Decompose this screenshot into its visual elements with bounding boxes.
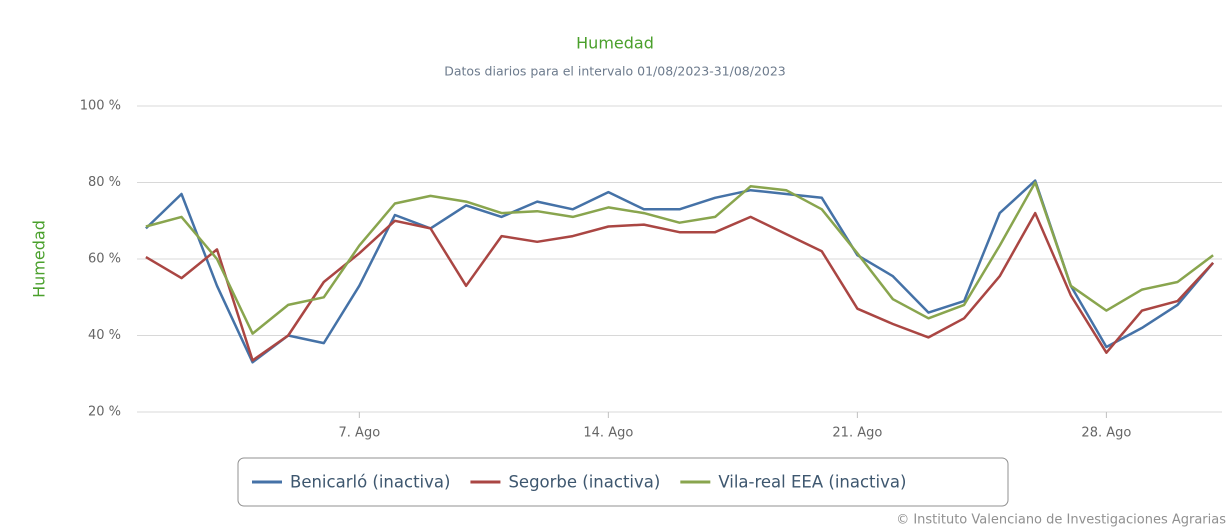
- y-tick-label: 40 %: [88, 328, 121, 343]
- legend-label: Vila-real EEA (inactiva): [718, 473, 906, 492]
- y-tick-label: 60 %: [88, 252, 121, 267]
- x-tick-label: 14. Ago: [583, 426, 633, 441]
- chart-title: Humedad: [576, 34, 654, 53]
- y-tick-label: 20 %: [88, 405, 121, 420]
- credits: © Instituto Valenciano de Investigacione…: [896, 513, 1226, 528]
- x-tick-label: 21. Ago: [832, 426, 882, 441]
- legend-box: [237, 457, 1009, 507]
- legend-label: Benicarló (inactiva): [290, 473, 450, 492]
- legend-label: Segorbe (inactiva): [508, 473, 660, 492]
- series-line: [145, 211, 1215, 362]
- series-line: [145, 181, 1214, 335]
- y-tick-label: 80 %: [88, 175, 121, 190]
- y-tick-label: 100 %: [80, 99, 121, 114]
- y-axis-title: Humedad: [30, 220, 49, 298]
- x-tick-label: 28. Ago: [1081, 426, 1131, 441]
- x-tick-label: 7. Ago: [339, 426, 381, 441]
- series-line: [145, 179, 1215, 364]
- chart-subtitle: Datos diarios para el intervalo 01/08/20…: [444, 64, 786, 79]
